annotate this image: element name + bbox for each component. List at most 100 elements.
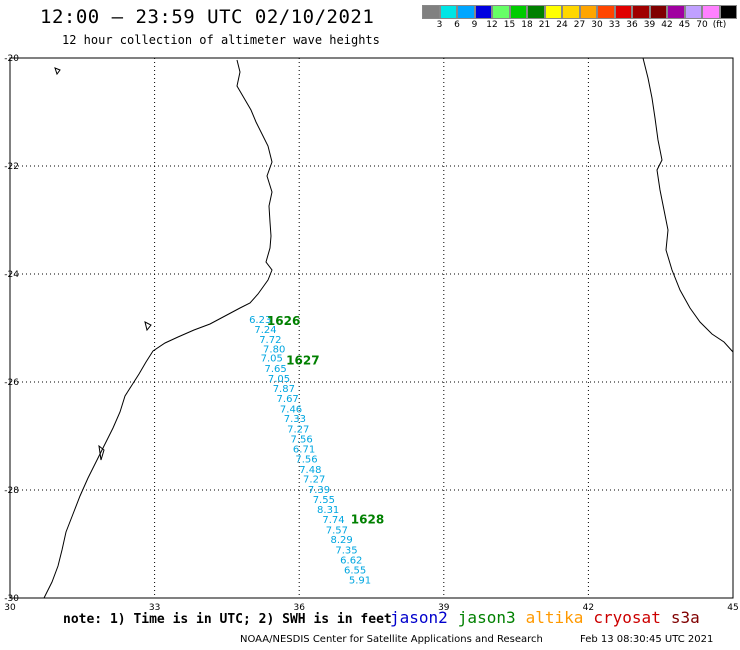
color-tick-label: 36	[626, 20, 638, 30]
color-swatch	[422, 5, 440, 19]
lat-tick-label: -26	[4, 378, 19, 388]
wave-height-value: 7.65	[264, 364, 286, 375]
color-swatch	[719, 5, 737, 19]
lat-tick-labels: -20 -22 -24 -26 -28 -30	[4, 54, 19, 604]
island-small	[54, 67, 61, 76]
map-frame	[9, 57, 734, 599]
island-small	[98, 444, 105, 461]
mission-jason3: jason3	[457, 608, 516, 627]
mission-cryosat: cryosat	[593, 608, 661, 627]
wave-height-value: 7.67	[277, 394, 299, 405]
color-swatch	[702, 5, 720, 19]
color-tick-label: 18	[521, 20, 533, 30]
wave-height-value: 7.74	[322, 515, 344, 526]
color-tick-label: 12	[486, 20, 498, 30]
lon-tick-label: 30	[4, 603, 16, 613]
color-tick-label: 3	[436, 20, 443, 30]
grid-lines	[10, 58, 733, 598]
wave-height-value: 5.91	[349, 576, 371, 587]
color-swatch	[579, 5, 597, 19]
color-swatch	[439, 5, 457, 19]
color-swatch	[457, 5, 475, 19]
color-legend-ticks: 3 6 9 12 15 18 21 24 27 30 33 36 39 42 45 70 (ft)	[422, 20, 740, 32]
wave-height-value: 7.56	[295, 455, 317, 466]
wave-height-value: 7.27	[303, 475, 325, 486]
lon-tick-label: 39	[438, 603, 450, 613]
map-subtitle: 12 hour collection of altimeter wave hei…	[62, 33, 380, 47]
island-small	[144, 321, 152, 332]
pass-number: 1627	[286, 353, 319, 367]
color-tick-label: 70	[696, 20, 708, 30]
wave-height-value: 7.87	[273, 384, 295, 395]
pass-number: 1628	[351, 513, 384, 527]
color-tick-label: 39	[643, 20, 656, 30]
lat-tick-label: -20	[4, 54, 19, 64]
color-legend	[422, 5, 737, 19]
color-tick-label: 42	[661, 20, 673, 30]
lon-tick-label: 42	[583, 603, 594, 613]
wave-height-value: 6.23	[249, 315, 271, 326]
color-tick-label: 33	[608, 20, 621, 30]
wave-height-value: 7.46	[280, 404, 302, 415]
wave-height-value: 7.05	[261, 354, 283, 365]
wave-height-value: 7.35	[335, 545, 357, 556]
wave-height-value: 7.48	[299, 465, 321, 476]
wave-height-value: 6.55	[344, 565, 366, 576]
color-swatch	[474, 5, 492, 19]
wave-height-value: 7.55	[313, 495, 335, 506]
coastline	[43, 57, 734, 599]
wave-height-value: 7.57	[326, 525, 348, 536]
wave-height-value: 6.62	[340, 556, 362, 567]
color-swatch	[632, 5, 650, 19]
color-swatch	[649, 5, 667, 19]
wave-height-value: 8.31	[317, 505, 339, 516]
lat-tick-label: -30	[4, 594, 19, 604]
lon-tick-label: 33	[149, 603, 160, 613]
lat-tick-label: -28	[4, 486, 19, 496]
wave-height-value: 6.71	[293, 444, 315, 455]
wave-height-value: 7.24	[254, 325, 276, 336]
color-tick-label: (ft)	[712, 20, 727, 30]
wave-height-value: 7.27	[287, 424, 309, 435]
lat-tick-label: -24	[4, 270, 19, 280]
color-swatch	[544, 5, 562, 19]
footer-timestamp: Feb 13 08:30:45 UTC 2021	[580, 634, 714, 645]
color-swatch	[684, 5, 702, 19]
lon-tick-label: 45	[727, 603, 738, 613]
color-tick-label: 9	[471, 20, 478, 30]
color-tick-label: 15	[503, 20, 516, 30]
wave-height-value: 7.39	[308, 485, 330, 496]
color-tick-label: 27	[573, 20, 586, 30]
wave-height-readings: 6.237.247.727.807.057.657.057.877.677.46…	[249, 315, 371, 587]
color-tick-label: 21	[538, 20, 551, 30]
color-tick-label: 30	[591, 20, 603, 30]
color-tick-label: 6	[454, 20, 460, 30]
lat-tick-label: -22	[4, 162, 19, 172]
wave-height-value: 7.72	[259, 335, 281, 346]
color-swatch	[614, 5, 632, 19]
africa-coastline	[43, 59, 273, 599]
wave-height-value: 7.05	[268, 374, 290, 385]
wave-height-value: 7.56	[291, 435, 313, 446]
lon-tick-labels: 30 33 36 39 42 45	[4, 603, 738, 613]
mission-jason2: jason2	[390, 608, 448, 627]
madagascar-coastline	[642, 57, 734, 353]
color-swatch	[509, 5, 527, 19]
mission-s3a: s3a	[670, 608, 700, 627]
color-swatch	[492, 5, 510, 19]
mission-altika: altika	[525, 608, 584, 627]
note-text: note: 1) Time is in UTC; 2) SWH is in fe…	[63, 612, 392, 627]
footer-organization: NOAA/NESDIS Center for Satellite Applica…	[240, 634, 543, 645]
color-tick-label: 45	[678, 20, 691, 30]
mission-legend: jason2 jason3 altika cryosat s3a	[390, 608, 710, 627]
wave-height-value: 8.29	[331, 535, 353, 546]
wave-height-value: 7.33	[284, 414, 306, 425]
color-swatch	[527, 5, 545, 19]
pass-number: 1626	[267, 314, 300, 328]
color-tick-label: 24	[556, 20, 568, 30]
map-title: 12:00 – 23:59 UTC 02/10/2021	[40, 6, 375, 28]
color-swatch	[597, 5, 615, 19]
color-swatch	[667, 5, 685, 19]
color-swatch	[562, 5, 580, 19]
